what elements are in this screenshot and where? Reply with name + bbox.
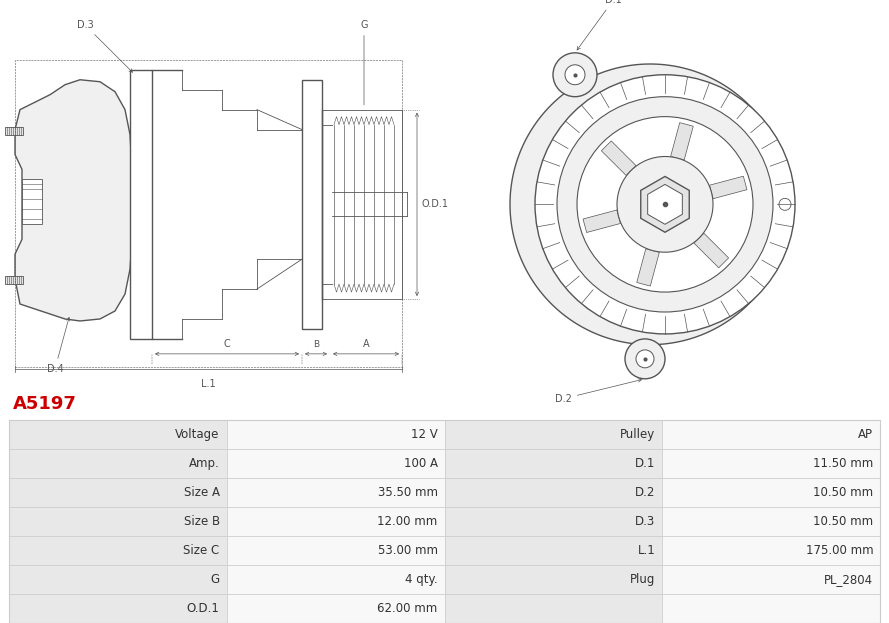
Bar xyxy=(662,507,880,536)
Text: Plug: Plug xyxy=(630,573,655,586)
Bar xyxy=(9,478,227,507)
Text: O.D.1: O.D.1 xyxy=(422,199,449,209)
Bar xyxy=(227,565,444,594)
Text: Voltage: Voltage xyxy=(175,428,220,441)
Bar xyxy=(9,565,227,594)
Bar xyxy=(227,594,444,623)
Bar xyxy=(9,536,227,565)
Bar xyxy=(444,565,662,594)
Circle shape xyxy=(553,53,597,97)
Bar xyxy=(444,478,662,507)
Bar xyxy=(662,420,880,449)
Circle shape xyxy=(557,97,773,312)
Text: D.1: D.1 xyxy=(635,457,655,470)
Text: Size A: Size A xyxy=(184,486,220,499)
Circle shape xyxy=(779,198,791,211)
Bar xyxy=(22,179,42,224)
Text: 4 qty.: 4 qty. xyxy=(404,573,437,586)
Text: L.1: L.1 xyxy=(637,544,655,557)
Text: G: G xyxy=(360,20,368,105)
Bar xyxy=(444,594,662,623)
Text: C: C xyxy=(224,339,230,349)
Text: PL_2804: PL_2804 xyxy=(824,573,873,586)
Bar xyxy=(227,420,444,449)
Bar xyxy=(662,449,880,478)
Circle shape xyxy=(617,156,713,252)
Polygon shape xyxy=(709,176,747,199)
Text: 10.50 mm: 10.50 mm xyxy=(813,486,873,499)
Bar xyxy=(662,565,880,594)
Text: Size C: Size C xyxy=(183,544,220,557)
Bar xyxy=(662,536,880,565)
Bar xyxy=(444,507,662,536)
Bar xyxy=(130,70,152,339)
Polygon shape xyxy=(601,141,636,176)
Bar xyxy=(302,80,322,329)
Text: Size B: Size B xyxy=(184,515,220,528)
Text: 11.50 mm: 11.50 mm xyxy=(813,457,873,470)
Text: 100 A: 100 A xyxy=(404,457,437,470)
Bar xyxy=(9,420,227,449)
Bar xyxy=(9,420,880,623)
Bar xyxy=(662,594,880,623)
Text: D.3: D.3 xyxy=(635,515,655,528)
Text: AP: AP xyxy=(858,428,873,441)
Bar xyxy=(227,507,444,536)
Text: 12.00 mm: 12.00 mm xyxy=(377,515,437,528)
Polygon shape xyxy=(694,233,729,268)
Text: G: G xyxy=(211,573,220,586)
Bar xyxy=(662,478,880,507)
Circle shape xyxy=(535,75,795,334)
Text: A: A xyxy=(363,339,369,349)
Circle shape xyxy=(625,339,665,379)
Text: 10.50 mm: 10.50 mm xyxy=(813,515,873,528)
Bar xyxy=(5,126,23,135)
Polygon shape xyxy=(510,64,790,345)
Bar xyxy=(227,478,444,507)
Polygon shape xyxy=(648,184,683,224)
Text: D.1: D.1 xyxy=(577,0,621,50)
Polygon shape xyxy=(583,210,621,232)
Polygon shape xyxy=(15,80,132,321)
Bar xyxy=(5,276,23,284)
Text: 175.00 mm: 175.00 mm xyxy=(805,544,873,557)
Text: Pulley: Pulley xyxy=(621,428,655,441)
Polygon shape xyxy=(637,249,660,286)
Text: Amp.: Amp. xyxy=(189,457,220,470)
Bar xyxy=(444,420,662,449)
Text: D.2: D.2 xyxy=(635,486,655,499)
Text: D.3: D.3 xyxy=(76,20,132,72)
Text: B: B xyxy=(313,340,319,349)
Text: 35.50 mm: 35.50 mm xyxy=(378,486,437,499)
Text: A5197: A5197 xyxy=(13,395,77,413)
Text: 53.00 mm: 53.00 mm xyxy=(378,544,437,557)
Bar xyxy=(444,449,662,478)
Text: O.D.1: O.D.1 xyxy=(187,602,220,615)
Circle shape xyxy=(636,350,654,368)
Bar xyxy=(9,594,227,623)
Text: L.1: L.1 xyxy=(201,379,216,389)
Bar xyxy=(227,536,444,565)
Polygon shape xyxy=(641,176,689,232)
Circle shape xyxy=(565,65,585,85)
Bar xyxy=(227,449,444,478)
Bar xyxy=(9,449,227,478)
Bar xyxy=(444,536,662,565)
Text: 62.00 mm: 62.00 mm xyxy=(377,602,437,615)
Bar xyxy=(9,507,227,536)
Text: 12 V: 12 V xyxy=(411,428,437,441)
Text: D.4: D.4 xyxy=(46,318,70,374)
Text: D.2: D.2 xyxy=(555,379,642,404)
Polygon shape xyxy=(670,123,693,160)
Circle shape xyxy=(577,117,753,292)
